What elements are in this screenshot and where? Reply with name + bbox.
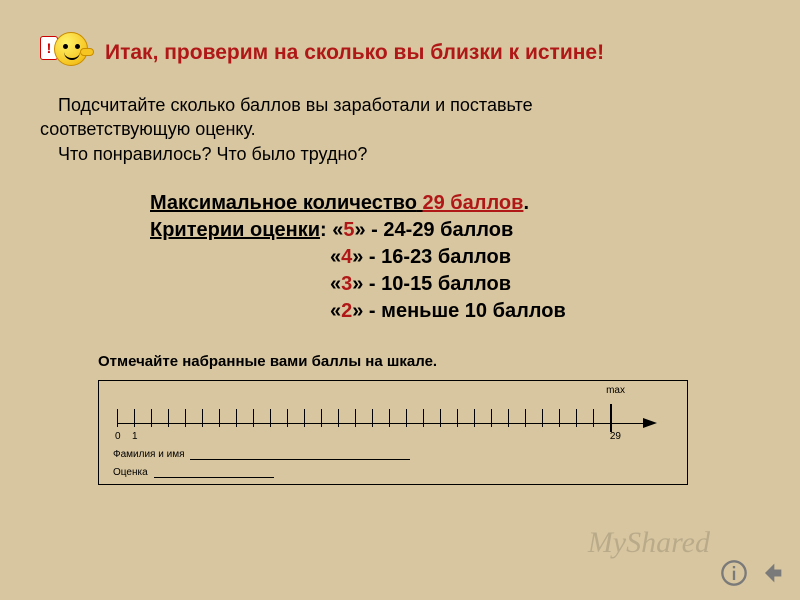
- tick: [287, 409, 288, 427]
- intro-text: Подсчитайте сколько баллов вы заработали…: [40, 93, 760, 166]
- tick: [202, 409, 203, 427]
- intro-line-3: Что понравилось? Что было трудно?: [58, 142, 760, 166]
- scale-label-29: 29: [610, 431, 621, 442]
- tick: [508, 409, 509, 427]
- scale-max-label: max: [606, 385, 625, 396]
- tick: [151, 409, 152, 427]
- arrow-right-icon: [643, 418, 657, 428]
- tick: [593, 409, 594, 427]
- tick: [219, 409, 220, 427]
- tick: [270, 409, 271, 427]
- criteria-row-3: «3» - 10-15 баллов: [330, 271, 760, 298]
- smiley-pointing-icon: !: [40, 30, 95, 75]
- tick: [304, 409, 305, 427]
- tick: [491, 409, 492, 427]
- tick: [610, 404, 612, 432]
- tick: [542, 409, 543, 427]
- info-icon[interactable]: [720, 559, 748, 592]
- intro-line-1: Подсчитайте сколько баллов вы заработали…: [58, 93, 760, 117]
- tick: [236, 409, 237, 427]
- intro-line-2: соответствующую оценку.: [40, 117, 760, 141]
- page-title: Итак, проверим на сколько вы близки к ис…: [105, 41, 604, 65]
- tick: [389, 409, 390, 427]
- criteria-row-2: «2» - меньше 10 баллов: [330, 298, 760, 325]
- tick: [525, 409, 526, 427]
- scale-box: max 0 1 29 Фамилия и имя Оценка: [98, 380, 688, 485]
- tick: [321, 409, 322, 427]
- name-field: Фамилия и имя: [113, 449, 410, 460]
- tick: [423, 409, 424, 427]
- criteria-row-4: «4» - 16-23 баллов: [330, 244, 760, 271]
- scale-label-1: 1: [132, 431, 138, 442]
- max-score-line: Максимальное количество 29 баллов.: [150, 190, 760, 217]
- criteria-row-5: Критерии оценки: «5» - 24-29 баллов: [150, 217, 760, 244]
- scale-label-0: 0: [115, 431, 121, 442]
- tick: [338, 409, 339, 427]
- tick: [457, 409, 458, 427]
- grade-field: Оценка: [113, 467, 274, 478]
- back-arrow-icon[interactable]: [758, 559, 786, 592]
- tick: [576, 409, 577, 427]
- criteria-block: Максимальное количество 29 баллов. Крите…: [150, 190, 760, 325]
- tick: [559, 409, 560, 427]
- scale-ticks: [117, 401, 667, 431]
- tick: [355, 409, 356, 427]
- scale-instruction: Отмечайте набранные вами баллы на шкале.: [98, 353, 760, 370]
- tick: [185, 409, 186, 427]
- tick: [440, 409, 441, 427]
- tick: [168, 409, 169, 427]
- tick: [134, 409, 135, 427]
- tick: [406, 409, 407, 427]
- tick: [117, 409, 118, 427]
- tick: [372, 409, 373, 427]
- tick: [474, 409, 475, 427]
- title-row: ! Итак, проверим на сколько вы близки к …: [40, 30, 760, 75]
- tick: [253, 409, 254, 427]
- watermark: MyShared: [588, 526, 710, 560]
